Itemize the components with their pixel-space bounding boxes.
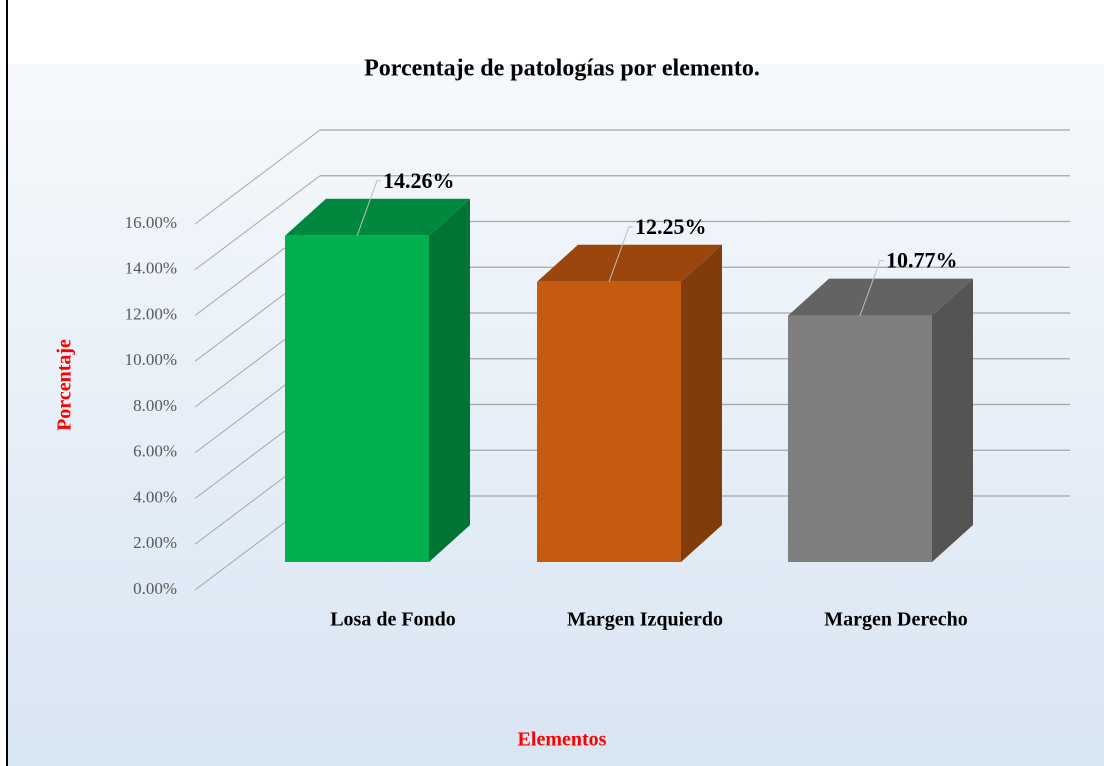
- y-tick-label: 16.00%: [125, 213, 177, 232]
- y-tick-label: 10.00%: [125, 350, 177, 369]
- leader-line: [859, 260, 884, 316]
- bar: [537, 281, 681, 562]
- leader-line: [608, 226, 633, 282]
- y-tick-label: 6.00%: [133, 442, 177, 461]
- x-tick-label: Margen Derecho: [824, 609, 967, 631]
- y-tick-label: 4.00%: [133, 487, 177, 506]
- data-label: 12.25%: [635, 214, 707, 239]
- leader-line: [356, 180, 381, 236]
- y-tick-label: 0.00%: [133, 579, 177, 598]
- grid-line-depth: [194, 175, 321, 271]
- x-tick-label: Losa de Fondo: [330, 609, 456, 631]
- y-axis-title: Porcentaje: [54, 339, 76, 431]
- bar-side: [932, 278, 973, 562]
- x-axis-title: Elementos: [518, 729, 607, 751]
- y-tick-label: 12.00%: [125, 304, 177, 323]
- chart-title: Porcentaje de patologías por elemento.: [364, 56, 760, 82]
- bar: [285, 235, 429, 563]
- bar-top: [537, 244, 722, 282]
- bar: [788, 315, 932, 562]
- x-tick-label: Margen Izquierdo: [567, 609, 723, 631]
- y-tick-label: 8.00%: [133, 396, 177, 415]
- y-tick-label: 2.00%: [133, 533, 177, 552]
- bar-side: [681, 244, 722, 562]
- data-label: 10.77%: [886, 248, 958, 273]
- data-label: 14.26%: [383, 168, 455, 193]
- bar-top: [285, 198, 470, 236]
- y-tick-label: 14.00%: [125, 259, 177, 278]
- bar-top: [788, 278, 973, 316]
- bar-side: [429, 198, 470, 563]
- grid-line-depth: [194, 129, 321, 225]
